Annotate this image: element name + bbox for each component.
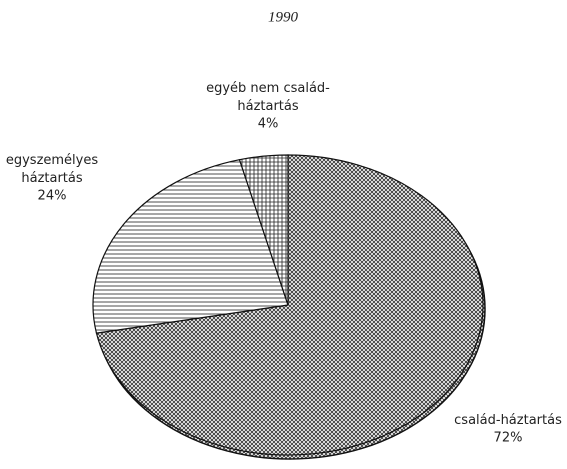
slice-label-line: család-háztartás [454, 413, 562, 428]
value-label: 72% [494, 431, 523, 446]
slice-label: egyszemélyes háztartás [6, 153, 99, 186]
slice-label-line: háztartás [21, 171, 83, 186]
slice-label: család-háztartás [454, 413, 562, 428]
slice-label-line: háztartás [237, 99, 299, 114]
slice-label-line: egyéb nem család- [206, 81, 330, 96]
pie-slice [238, 154, 289, 306]
pie-slice [95, 154, 484, 456]
slice-label-line: egyszemélyes [6, 153, 99, 168]
chart-title: 1990 [268, 9, 299, 25]
value-label: 4% [258, 117, 279, 132]
value-label: 24% [38, 189, 67, 204]
pie-slice [92, 159, 289, 334]
slice-label: egyéb nem család-háztartás [206, 81, 330, 114]
